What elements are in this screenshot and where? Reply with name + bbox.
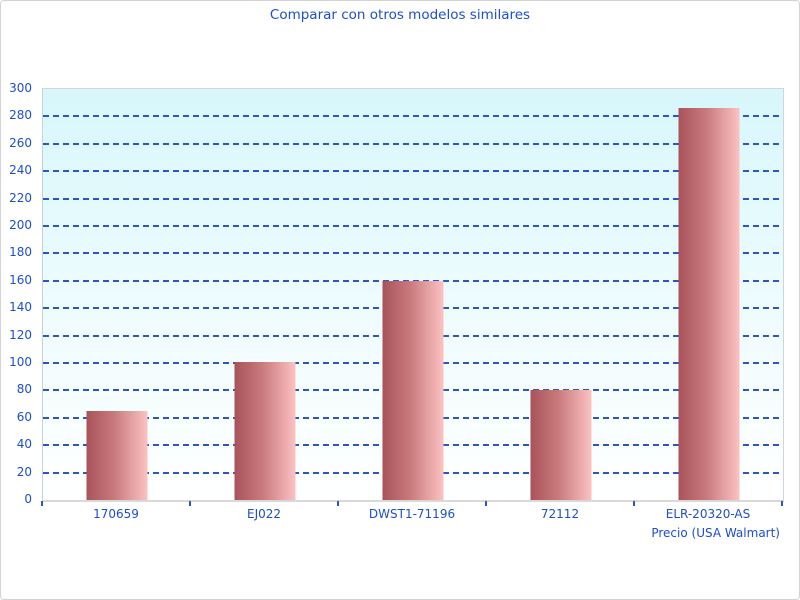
bar-slot-EJ022 bbox=[191, 89, 339, 500]
y-tick-label-140: 140 bbox=[9, 300, 32, 315]
x-tick-0 bbox=[41, 501, 43, 506]
x-category-label-72112: 72112 bbox=[540, 507, 580, 521]
y-tick-label-120: 120 bbox=[9, 327, 32, 342]
y-tick-label-160: 160 bbox=[9, 272, 32, 287]
y-axis: 0 20 40 60 80 100 120 140 160 180 200 220 240 260 280 3… bbox=[1, 82, 32, 505]
y-tick-label-20: 20 bbox=[16, 464, 32, 479]
bar-slot-ELR-20320-AS bbox=[635, 89, 783, 500]
x-tick-2 bbox=[337, 501, 339, 506]
bar-slot-72112 bbox=[487, 89, 635, 500]
bar-slot-DWST1-71196 bbox=[339, 89, 487, 500]
bar-170659 bbox=[86, 410, 148, 500]
x-category-label-EJ022: EJ022 bbox=[246, 507, 282, 521]
y-tick-label-200: 200 bbox=[9, 217, 32, 232]
x-category-label-DWST1-71196: DWST1-71196 bbox=[368, 507, 456, 521]
bar-DWST1-71196 bbox=[382, 280, 444, 500]
x-category-label-ELR-20320-AS: ELR-20320-AS bbox=[665, 507, 751, 521]
y-tick-label-240: 240 bbox=[9, 163, 32, 178]
y-tick-label-60: 60 bbox=[16, 409, 32, 424]
bar-slot-170659 bbox=[43, 89, 191, 500]
x-category-label-170659: 170659 bbox=[93, 507, 139, 521]
x-tick-5 bbox=[781, 501, 783, 506]
bar-ELR-20320-AS bbox=[678, 108, 740, 500]
x-axis: 170659 EJ022 DWST1-71196 72112 ELR-20320-AS bbox=[42, 507, 782, 521]
bars-layer bbox=[43, 89, 783, 500]
y-tick-label-100: 100 bbox=[9, 354, 32, 369]
x-tick-3 bbox=[485, 501, 487, 506]
y-tick-label-40: 40 bbox=[16, 437, 32, 452]
y-tick-label-180: 180 bbox=[9, 245, 32, 260]
chart-title: Comparar con otros modelos similares bbox=[269, 7, 531, 23]
y-tick-label-220: 220 bbox=[9, 190, 32, 205]
y-tick-label-260: 260 bbox=[9, 135, 32, 150]
bar-72112 bbox=[530, 390, 592, 500]
x-axis-ticks bbox=[41, 501, 783, 507]
y-tick-label-80: 80 bbox=[16, 382, 32, 397]
plot-area bbox=[42, 88, 784, 502]
y-tick-label-300: 300 bbox=[9, 81, 32, 95]
y-tick-label-280: 280 bbox=[9, 108, 32, 123]
x-tick-4 bbox=[633, 501, 635, 506]
y-tick-label-0: 0 bbox=[24, 492, 32, 506]
x-tick-1 bbox=[189, 501, 191, 506]
x-axis-title: Precio (USA Walmart) bbox=[651, 526, 780, 540]
bar-EJ022 bbox=[234, 361, 296, 500]
